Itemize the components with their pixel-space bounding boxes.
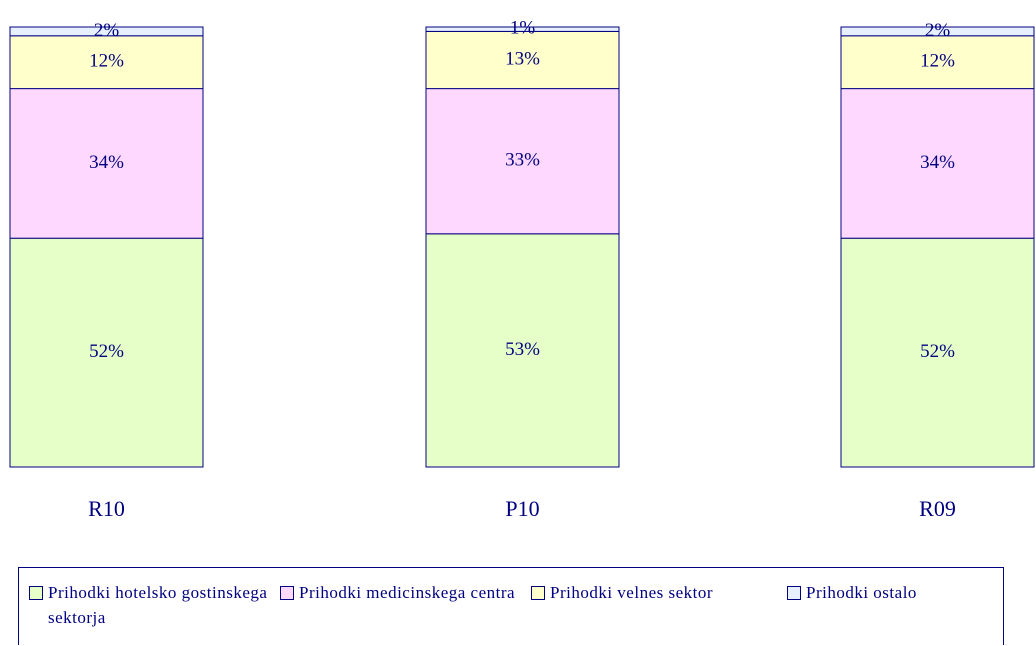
data-label: 13% <box>505 48 540 69</box>
data-label: 1% <box>510 18 536 39</box>
legend-label: Prihodki ostalo <box>806 583 917 602</box>
x-tick-label: P10 <box>505 496 539 521</box>
data-label: 53% <box>505 339 540 360</box>
data-label: 52% <box>89 341 124 362</box>
data-label: 33% <box>505 150 540 171</box>
legend-item: Prihodki velnes sektor <box>531 580 781 645</box>
bar-segment <box>840 35 1035 90</box>
data-label: 12% <box>920 51 955 72</box>
bar-segment <box>425 26 620 32</box>
legend-label: Prihodki hotelsko gostinskega sektorja <box>48 583 268 627</box>
legend-swatch <box>787 586 801 600</box>
data-label: 2% <box>94 20 120 41</box>
bar-segment <box>9 88 204 239</box>
x-tick-label: R10 <box>88 496 125 521</box>
data-label: 34% <box>920 152 955 173</box>
bar-segment <box>840 88 1035 239</box>
data-label: 2% <box>925 20 951 41</box>
legend-label: Prihodki medicinskega centra <box>299 583 516 602</box>
data-label: 12% <box>89 51 124 72</box>
data-label: 34% <box>89 152 124 173</box>
data-label: 52% <box>920 341 955 362</box>
legend-swatch <box>29 586 43 600</box>
bar-segment <box>9 26 204 37</box>
bar-segment <box>425 30 620 90</box>
chart: 52% 34% 12% 2% R10 53% 33% 13% 1% P10 52% 34% 12% 2% R… <box>9 18 1035 521</box>
legend-item: Prihodki hotelsko gostinskega sektorja <box>29 580 274 645</box>
legend-swatch <box>280 586 294 600</box>
legend-item: Prihodki ostalo <box>787 580 987 645</box>
legend-label: Prihodki velnes sektor <box>550 583 714 602</box>
bar-segment <box>840 26 1035 37</box>
legend: Prihodki hotelsko gostinskega sektorja Pr… <box>18 567 1004 645</box>
bar-segment <box>840 237 1035 468</box>
bar-segment <box>9 237 204 468</box>
legend-item: Prihodki medicinskega centra <box>280 580 525 645</box>
bar-segment <box>425 233 620 468</box>
legend-swatch <box>531 586 545 600</box>
x-tick-label: R09 <box>919 496 956 521</box>
